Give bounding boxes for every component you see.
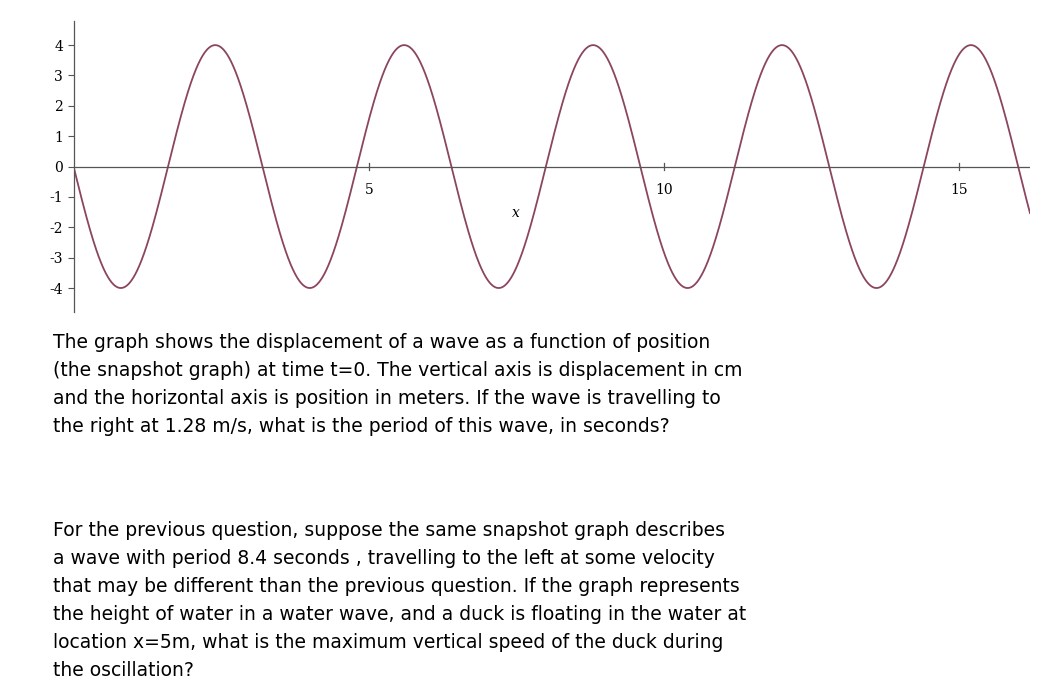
Text: x: x [513,206,520,220]
Text: For the previous question, suppose the same snapshot graph describes
a wave with: For the previous question, suppose the s… [53,520,746,679]
Text: 10: 10 [655,183,673,197]
Text: The graph shows the displacement of a wave as a function of position
(the snapsh: The graph shows the displacement of a wa… [53,333,742,436]
Text: 15: 15 [950,183,968,197]
Text: 5: 5 [365,183,373,197]
